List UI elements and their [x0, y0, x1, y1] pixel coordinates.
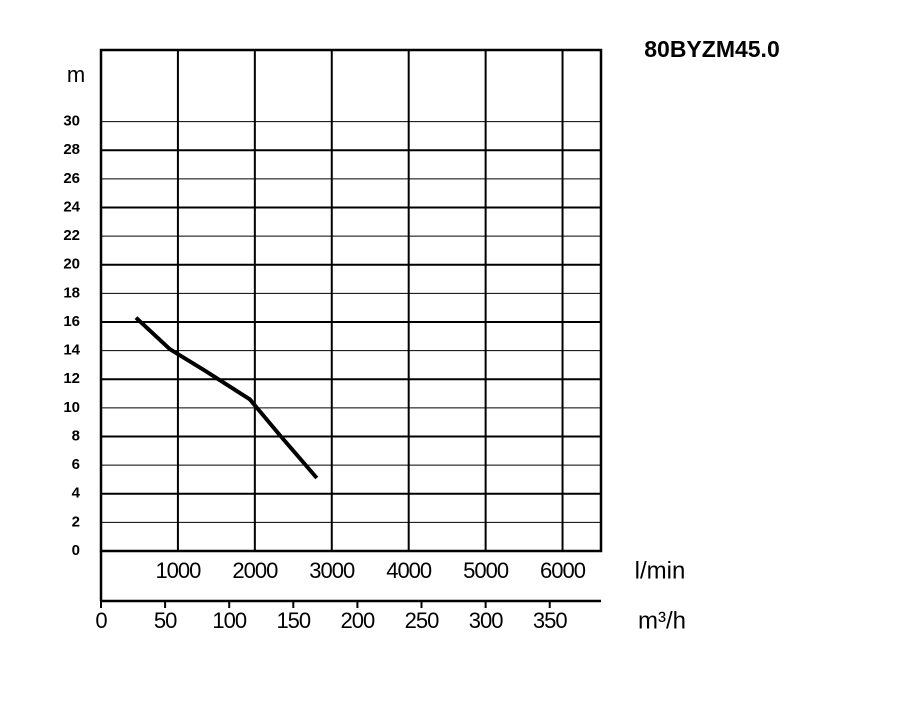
y-tick-label: 16: [63, 313, 80, 330]
x2-tick-label: 250: [405, 608, 439, 633]
x-tick-label: 4000: [386, 558, 432, 583]
x-tick-label: 1000: [155, 558, 201, 583]
x2-tick-label: 150: [276, 608, 310, 633]
y-tick-label: 22: [63, 227, 80, 244]
y-tick-label: 4: [72, 485, 81, 502]
y-tick-label: 2: [72, 513, 80, 530]
x2-axis-label: m³/h: [638, 607, 686, 634]
x-tick-label: 2000: [232, 558, 278, 583]
y-tick-label: 6: [72, 456, 80, 473]
y-tick-label: 30: [63, 113, 80, 130]
x2-tick-label: 50: [154, 608, 177, 633]
y-tick-label: 14: [63, 342, 80, 359]
y-tick-label: 20: [63, 256, 80, 273]
x-axis-label: l/min: [635, 557, 686, 584]
y-tick-label: 8: [72, 427, 80, 444]
x2-tick-label: 100: [212, 608, 246, 633]
y-tick-label: 18: [63, 284, 80, 301]
x2-tick-label: 350: [533, 608, 567, 633]
y-tick-label: 10: [63, 399, 80, 416]
y-axis-label: m: [67, 62, 85, 87]
y-tick-label: 12: [63, 370, 80, 387]
chart-title: 80BYZM45.0: [644, 36, 780, 62]
x2-tick-label: 0: [95, 608, 107, 633]
x2-tick-label: 300: [469, 608, 503, 633]
y-tick-label: 28: [63, 141, 80, 158]
y-tick-label: 0: [72, 542, 80, 559]
x-tick-label: 5000: [463, 558, 509, 583]
x-tick-label: 6000: [540, 558, 586, 583]
curve: [134, 316, 319, 480]
x2-tick-label: 200: [341, 608, 375, 633]
y-tick-label: 24: [63, 198, 80, 215]
x-tick-label: 3000: [309, 558, 355, 583]
y-tick-label: 26: [63, 170, 80, 187]
